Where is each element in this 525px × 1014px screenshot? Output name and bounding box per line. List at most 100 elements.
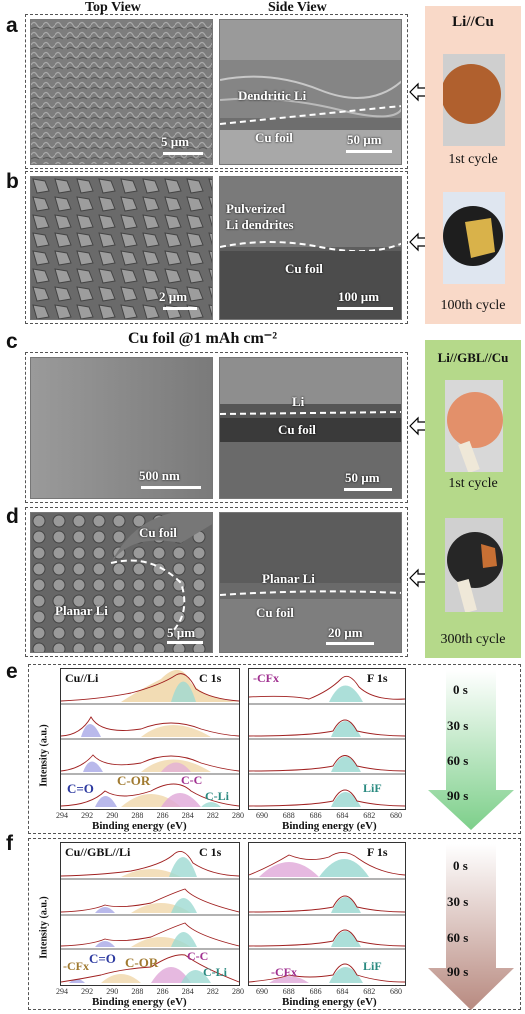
cu-foil-label: Cu foil <box>139 525 177 540</box>
lif-label: LiF <box>363 959 382 973</box>
cfx-label: -CFx <box>271 965 297 979</box>
time-label: 0 s <box>453 682 468 697</box>
panel-c-title: Cu foil @1 mAh cm⁻² <box>128 330 278 347</box>
cycle-300-photo <box>445 518 503 612</box>
panel-c-top-sem: 500 nm <box>30 357 213 499</box>
co-label: C=O <box>89 951 116 966</box>
cycle-1-photo <box>445 380 503 472</box>
cfx-label: -CFx <box>253 671 279 685</box>
li-dendrites-label: Li dendrites <box>226 217 294 232</box>
planar-li-label: Planar Li <box>262 571 315 586</box>
panel-d-side-sem: Planar Li Cu foil 20 µm <box>219 512 402 653</box>
scale-bar <box>344 488 392 491</box>
cu-foil-label: Cu foil <box>278 422 316 437</box>
panel-b-side-sem: Pulverized Li dendrites Cu foil 100 µm <box>219 176 402 320</box>
scale-label: 100 µm <box>338 289 380 304</box>
ylabel-f: Intensity (a.u.) <box>38 896 50 959</box>
cycle-100-photo <box>443 192 505 284</box>
li-cu-cap1: 1st cycle <box>448 152 498 167</box>
time-label: 30 s <box>447 718 469 733</box>
panel-c-label: c <box>6 330 18 353</box>
time-label: 60 s <box>447 930 469 945</box>
side-view-header: Side View <box>268 0 327 15</box>
panel-c-side-sem: Li Cu foil 50 µm <box>219 357 402 499</box>
scale-bar <box>163 152 203 155</box>
f1s-peak-label: F 1s <box>367 671 388 685</box>
panel-d-label: d <box>6 505 19 528</box>
panel-b-label: b <box>6 170 19 193</box>
li-cu-photo-panel: Li//Cu 1st cycle 100th cycle <box>425 6 521 324</box>
cc-label: C-C <box>187 949 209 963</box>
scale-label: 50 µm <box>345 470 380 485</box>
scale-label: 2 µm <box>159 289 188 304</box>
time-label: 60 s <box>447 753 469 768</box>
panel-e-c1s-plot: Cu//Li C 1s C=O C-OR C-C C-Li <box>60 668 240 810</box>
cli-label: C-Li <box>203 965 227 979</box>
f1s-ticks-f: 690 688 686 684 682 680 <box>256 987 402 996</box>
li-cu-cap2: 100th cycle <box>440 298 506 313</box>
li-gbl-cu-title: Li//GBL//Cu <box>437 350 509 365</box>
time-label: 0 s <box>453 858 468 873</box>
time-label: 90 s <box>447 788 469 803</box>
cu-foil-label: Cu foil <box>256 605 294 620</box>
scale-label: 5 µm <box>161 134 190 149</box>
panel-c-frame <box>25 352 408 503</box>
panel-f-label: f <box>6 832 13 855</box>
panel-f-frame <box>28 838 521 1010</box>
scale-bar <box>163 307 197 310</box>
panel-d-frame <box>25 507 408 657</box>
panel-b-top-sem: 2 µm <box>30 176 213 320</box>
scale-label: 20 µm <box>328 625 363 640</box>
time-label: 30 s <box>447 894 469 909</box>
c1s-xlabel-f: Binding energy (eV) <box>92 996 187 1008</box>
c1s-sample-label: Cu//Li <box>65 671 99 685</box>
cfx-c-label: -CFx <box>63 959 89 973</box>
f1s-ticks-e: 690 688 686 684 682 680 <box>256 811 402 820</box>
scale-bar <box>326 642 374 645</box>
panel-a-top-sem: 5 µm <box>30 19 213 165</box>
time-label: 90 s <box>447 964 469 979</box>
f1s-peak-label: F 1s <box>367 845 388 859</box>
cycle-1-photo <box>443 54 505 146</box>
scale-bar <box>346 150 392 153</box>
li-gbl-cu-photo-panel: Li//GBL//Cu 1st cycle 300th cycle <box>425 340 521 658</box>
f1s-xlabel-e: Binding energy (eV) <box>282 820 377 832</box>
panel-f-c1s-plot: Cu//GBL//Li C 1s -CFx C=O C-OR C-C C-Li <box>60 842 240 986</box>
panel-a-label: a <box>6 14 18 37</box>
top-view-header: Top View <box>85 0 141 15</box>
cu-foil-label: Cu foil <box>285 261 323 276</box>
planar-li-label: Planar Li <box>55 603 108 618</box>
lif-label: LiF <box>363 781 382 795</box>
panel-a-frame <box>25 14 408 169</box>
c1s-peak-label: C 1s <box>199 671 222 685</box>
scale-label: 50 µm <box>347 132 382 147</box>
panel-b-frame <box>25 171 408 324</box>
cc-label: C-C <box>181 773 203 787</box>
scale-bar <box>337 307 393 310</box>
pulverized-label: Pulverized <box>226 201 286 216</box>
c1s-ticks-e: 294 292 290 288 286 284 282 280 <box>56 811 244 820</box>
dendritic-li-label: Dendritic Li <box>238 88 307 103</box>
scale-bar <box>141 486 201 489</box>
panel-e-frame <box>28 664 521 834</box>
cu-foil-label: Cu foil <box>255 130 293 145</box>
panel-a-side-sem: Dendritic Li Cu foil 50 µm <box>219 19 402 165</box>
c1s-sample-label: Cu//GBL//Li <box>65 845 131 859</box>
li-gbl-cu-cap2: 300th cycle <box>440 632 506 647</box>
scale-label: 5 µm <box>167 625 196 640</box>
li-label: Li <box>292 394 305 409</box>
li-cu-title: Li//Cu <box>452 14 494 30</box>
cor-label: C-OR <box>117 773 151 788</box>
c1s-xlabel-e: Binding energy (eV) <box>92 820 187 832</box>
scale-bar <box>167 641 203 644</box>
panel-f-f1s-plot: F 1s -CFx LiF <box>248 842 406 986</box>
cor-label: C-OR <box>125 955 159 970</box>
cli-label: C-Li <box>205 789 229 803</box>
panel-e-f1s-plot: -CFx F 1s LiF <box>248 668 406 810</box>
time-arrow-f <box>428 844 514 1010</box>
co-label: C=O <box>67 781 94 796</box>
panel-d-top-sem: Cu foil Planar Li 5 µm <box>30 512 213 653</box>
time-arrow-e <box>428 670 514 830</box>
scale-label: 500 nm <box>139 468 180 483</box>
f1s-xlabel-f: Binding energy (eV) <box>282 996 377 1008</box>
